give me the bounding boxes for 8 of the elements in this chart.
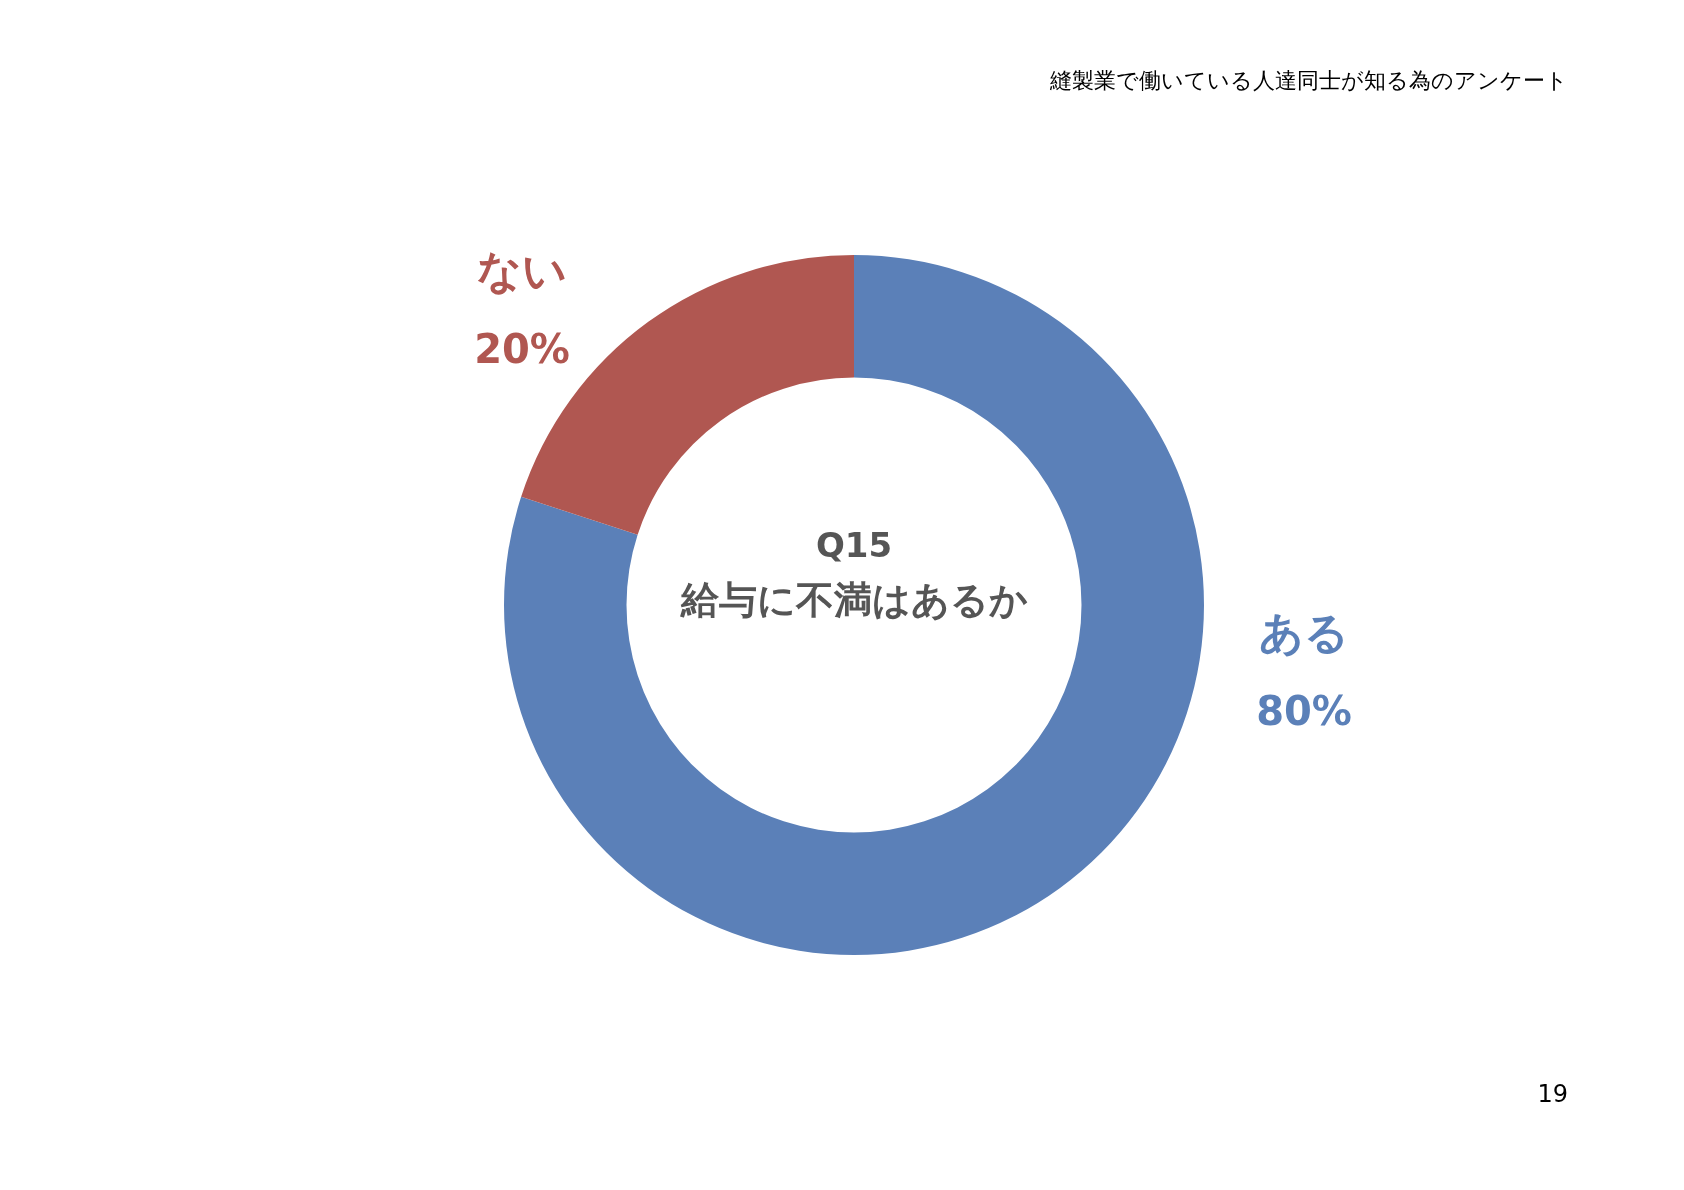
- text: Q15: [814, 524, 894, 567]
- text: 19: [1537, 1080, 1568, 1108]
- data-label: 20%: [474, 326, 570, 373]
- slice-label: ない: [477, 245, 567, 297]
- data-label: 80%: [1256, 688, 1352, 735]
- text: 給与に不満はあるか: [679, 577, 1029, 624]
- text: 縫製業で働いている人達同士が知る為のアンケート: [1050, 67, 1568, 95]
- slice-label: ある: [1259, 607, 1349, 659]
